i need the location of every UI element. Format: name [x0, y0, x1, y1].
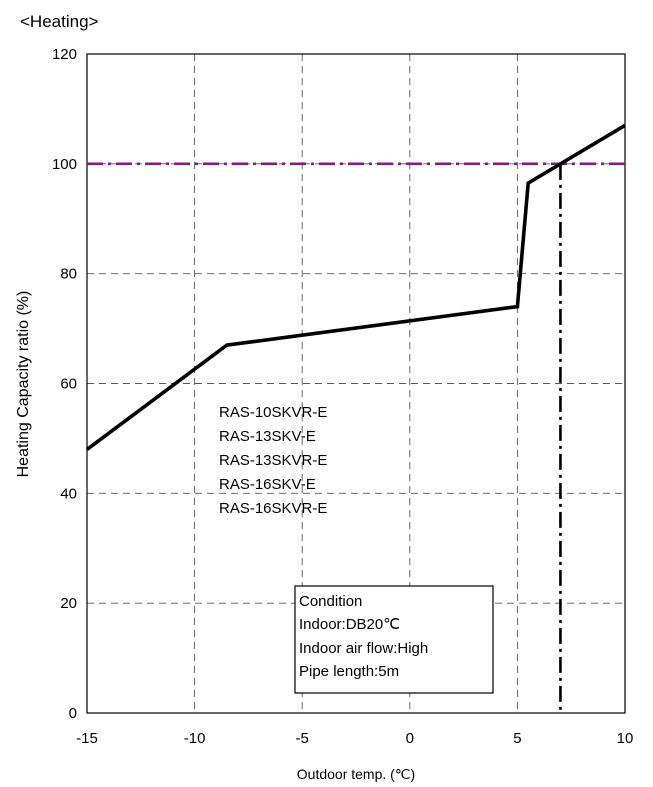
condition-line: Indoor air flow:High [299, 640, 428, 657]
model-label: RAS-16SKVR-E [219, 500, 327, 517]
model-list: RAS-10SKVR-E RAS-13SKV-E RAS-13SKVR-E RA… [219, 404, 327, 517]
y-axis-label: Heating Capacity ratio (%) [15, 291, 32, 478]
x-tick-label: 0 [406, 730, 414, 747]
x-axis-label: Outdoor temp. (℃) [297, 766, 415, 782]
condition-line: Pipe length:5m [299, 663, 399, 680]
y-tick-label: 100 [52, 156, 77, 173]
y-tick-label: 0 [69, 705, 77, 722]
y-tick-labels: 0 20 40 60 80 100 120 [52, 46, 77, 722]
model-label: RAS-16SKV-E [219, 476, 316, 493]
y-tick-label: 40 [60, 485, 77, 502]
x-tick-label: -10 [184, 730, 206, 747]
x-tick-label: -15 [76, 730, 98, 747]
y-tick-label: 80 [60, 266, 77, 283]
model-label: RAS-13SKVR-E [219, 452, 327, 469]
y-tick-label: 60 [60, 376, 77, 393]
model-label: RAS-13SKV-E [219, 428, 316, 445]
condition-line: Indoor:DB20℃ [299, 616, 400, 633]
x-tick-label: -5 [296, 730, 309, 747]
condition-line: Condition [299, 593, 362, 610]
plot-frame [86, 53, 626, 714]
y-tick-label: 20 [60, 595, 77, 612]
condition-box: Condition Indoor:DB20℃ Indoor air flow:H… [294, 585, 494, 694]
chart-title: <Heating> [20, 12, 99, 31]
condition-box-frame [294, 585, 494, 694]
reference-lines [87, 162, 625, 713]
x-tick-labels: -15 -10 -5 0 5 10 [76, 730, 633, 747]
y-tick-label: 120 [52, 46, 77, 63]
series-group [85, 123, 626, 451]
model-label: RAS-10SKVR-E [219, 404, 327, 421]
x-tick-label: 5 [513, 730, 521, 747]
capacity-series-line [85, 123, 626, 451]
x-tick-label: 10 [617, 730, 634, 747]
